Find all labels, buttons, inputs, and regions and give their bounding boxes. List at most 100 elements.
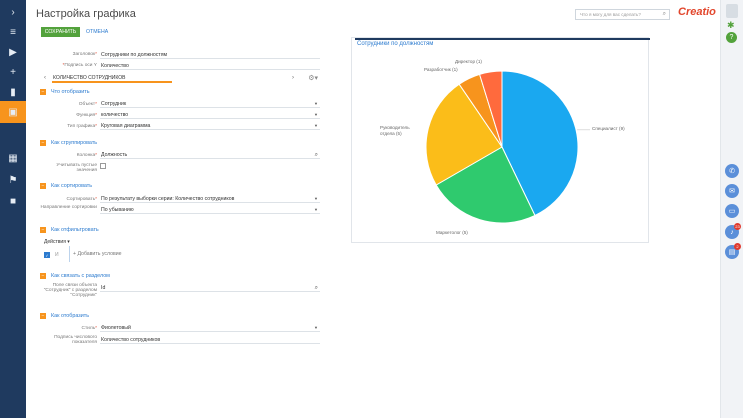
actions-menu[interactable]: Действия ▾ — [44, 239, 70, 245]
section-show[interactable]: − Как отобразить — [40, 312, 89, 320]
column-field[interactable]: Должность ⌕ — [100, 152, 320, 159]
gear-icon[interactable]: ⚙▾ — [308, 75, 318, 82]
save-button[interactable]: СОХРАНИТЬ — [41, 27, 80, 37]
chart-accent-bar — [355, 38, 650, 40]
pie-slice-label: Разработчик (1) — [424, 67, 458, 72]
section-link[interactable]: − Как связать с разделом — [40, 272, 110, 280]
style-select[interactable]: Фиолетовый ▼ — [100, 325, 320, 332]
section-filter[interactable]: − Как отфильтровать — [40, 226, 99, 234]
link-label: Поле связи объекта "Сотрудник" с раздело… — [43, 283, 97, 298]
chevron-down-icon[interactable]: ▼ — [314, 123, 318, 128]
plus-icon: + — [73, 251, 78, 257]
chevron-down-icon[interactable]: ▼ — [314, 325, 318, 330]
search-icon[interactable]: ⌕ — [314, 285, 318, 291]
avatar[interactable] — [726, 4, 738, 18]
numlabel-field[interactable]: Количество сотрудников — [100, 336, 320, 344]
chevron-down-icon[interactable]: ▼ — [314, 207, 318, 212]
phone-icon[interactable]: ✆ — [725, 164, 739, 178]
cancel-button[interactable]: ОТМЕНА — [86, 29, 109, 35]
object-select[interactable]: Сотрудник ▼ — [100, 101, 320, 108]
numlabel-label: Подпись числового показателя — [54, 335, 97, 345]
object-label: Объект* — [78, 102, 97, 107]
right-rail: ✱ ? ✆ ✉ ▭ ♪ 23 ▤ 2 — [720, 0, 743, 418]
section-title: Как сортировать — [51, 183, 93, 189]
section-title: Как отобразить — [51, 313, 90, 319]
search-input[interactable]: Что я могу для вас сделать? ⌕ — [575, 9, 670, 20]
filter-group-checkbox[interactable]: ✓ — [44, 252, 50, 258]
chevron-down-icon[interactable]: ▼ — [314, 196, 318, 201]
column-label: Колонка* — [76, 153, 97, 158]
heading-label: Заголовок* — [72, 52, 97, 57]
plus-icon[interactable]: + — [10, 66, 16, 78]
section-title: Как связать с разделом — [51, 273, 110, 279]
sortdir-select[interactable]: По убыванию ▼ — [100, 207, 320, 214]
section-group[interactable]: − Как сгруппировать — [40, 139, 97, 147]
tab-employee-count[interactable]: КОЛИЧЕСТВО СОТРУДНИКОВ — [52, 74, 172, 83]
and-label: И — [55, 252, 59, 258]
flag-icon[interactable]: ⚑ — [8, 174, 18, 186]
pie-slice[interactable] — [478, 70, 503, 148]
type-label: Тип графика* — [67, 124, 97, 129]
collapse-icon[interactable]: − — [40, 227, 46, 233]
mail-icon[interactable]: ✉ — [725, 184, 739, 198]
id-card-icon[interactable]: ▣ — [0, 101, 26, 123]
pie-slice-label: Руководитель отдела (5) — [380, 125, 410, 136]
section-title: Что отобразить — [51, 89, 90, 95]
gear-icon[interactable]: ✱ — [727, 20, 735, 30]
building-icon[interactable]: ▦ — [8, 152, 18, 164]
chart-panel: Сотрудники по должностям Специалист (9) М… — [351, 37, 650, 243]
pie-slice-label: Маркетолог (5) — [436, 230, 468, 235]
pie-chart: Специалист (9) Маркетолог (5) Руководитель… — [380, 59, 625, 235]
series-tabs: ‹ КОЛИЧЕСТВО СОТРУДНИКОВ › ⚙▾ — [42, 73, 320, 85]
search-icon[interactable]: ⌕ — [662, 11, 666, 17]
func-label: Функция* — [76, 113, 97, 118]
collapse-icon[interactable]: − — [40, 140, 46, 146]
pie-slice[interactable] — [501, 70, 579, 217]
collapse-icon[interactable]: − — [40, 89, 46, 95]
task-icon[interactable]: ▤ 2 — [725, 243, 741, 259]
collapse-icon[interactable]: − — [40, 183, 46, 189]
pie-slice-label: Директор (1) — [455, 59, 482, 64]
empty-values-label: Учитывать пустые значения — [56, 163, 97, 173]
collapse-icon[interactable]: − — [40, 273, 46, 279]
chevron-right-icon[interactable]: › — [11, 6, 15, 18]
notification-badge: 23 — [734, 223, 741, 230]
sort-select[interactable]: По результату выборки серии: Количество … — [100, 196, 320, 203]
left-sidebar: › ≡ ▶ + ▮ ● ▣ ▦ ⚑ ■ — [0, 0, 26, 418]
filter-divider — [69, 246, 70, 262]
type-select[interactable]: Круговая диаграмма ▼ — [100, 123, 320, 130]
sort-label: Сортировать* — [66, 197, 97, 202]
empty-values-checkbox[interactable] — [100, 163, 106, 169]
page-title: Настройка графика — [36, 8, 136, 20]
help-icon[interactable]: ? — [726, 32, 737, 43]
chat-icon[interactable]: ▭ — [725, 204, 739, 218]
add-condition-button[interactable]: + Добавить условие — [73, 251, 122, 257]
tab-prev-icon[interactable]: ‹ — [44, 75, 46, 81]
menu-icon[interactable]: ≡ — [10, 26, 16, 38]
section-sort[interactable]: − Как сортировать — [40, 182, 92, 190]
chat-icon[interactable]: ■ — [9, 195, 17, 207]
section-title: Как сгруппировать — [51, 140, 98, 146]
pie-slice[interactable] — [425, 83, 503, 186]
yaxis-field[interactable]: Количество — [100, 62, 320, 70]
chart-icon[interactable]: ▮ — [10, 86, 16, 98]
link-field[interactable]: Id ⌕ — [100, 285, 320, 292]
play-icon[interactable]: ▶ — [9, 46, 17, 58]
func-select[interactable]: количество ▼ — [100, 112, 320, 119]
bell-icon[interactable]: ♪ 23 — [725, 223, 741, 239]
style-label: Стиль* — [81, 326, 97, 331]
chevron-down-icon[interactable]: ▼ — [314, 112, 318, 117]
pie-slice[interactable] — [435, 146, 536, 224]
chevron-down-icon[interactable]: ▼ — [314, 101, 318, 106]
heading-field[interactable]: Сотрудники по должностям — [100, 51, 320, 59]
yaxis-label: *Подпись оси Y — [62, 63, 97, 68]
section-title: Как отфильтровать — [51, 227, 99, 233]
tab-next-icon[interactable]: › — [292, 75, 294, 81]
collapse-icon[interactable]: − — [40, 313, 46, 319]
sortdir-label: Направление сортировки — [40, 205, 97, 210]
pie-slice-label: Специалист (9) — [592, 126, 625, 131]
search-icon[interactable]: ⌕ — [314, 152, 318, 158]
section-what[interactable]: − Что отобразить — [40, 88, 90, 96]
logo: Creatio — [678, 6, 716, 18]
chart-title: Сотрудники по должностям — [357, 41, 434, 47]
